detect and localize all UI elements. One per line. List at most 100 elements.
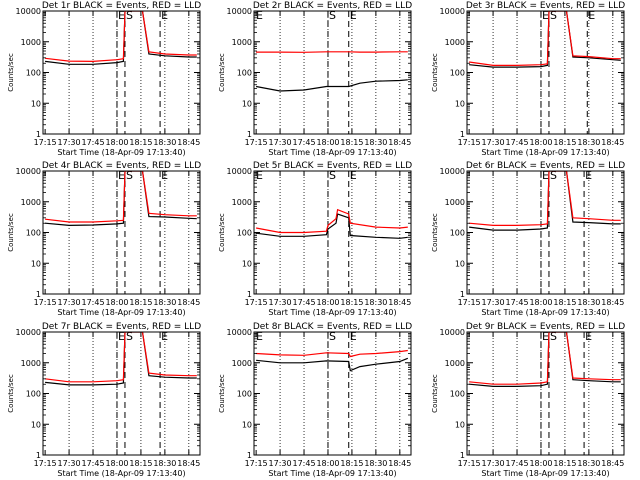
x-tick-label: 18:30 (364, 138, 387, 147)
x-tick-label: 17:45 (292, 298, 315, 307)
y-tick-label: 1000 (232, 198, 252, 207)
marker-label: S (550, 169, 557, 182)
series-line-events (45, 332, 197, 386)
y-tick-label: 10 (31, 99, 41, 108)
marker-label: E (542, 169, 549, 182)
x-tick-label: 18:00 (529, 459, 552, 468)
chart-title: Det 4r BLACK = Events, RED = LLD (42, 161, 201, 171)
y-tick-label: 1 (36, 451, 41, 460)
x-tick-label: 18:45 (601, 138, 624, 147)
y-tick-label: 10 (242, 420, 252, 429)
y-tick-label: 1000 (232, 38, 252, 47)
x-tick-label: 18:15 (553, 298, 576, 307)
series-line-lld (256, 51, 408, 53)
x-axis-label: Start Time (18-Apr-09 17:13:40) (57, 469, 185, 478)
chart-title: Det 9r BLACK = Events, RED = LLD (466, 322, 625, 332)
x-tick-label: 17:45 (81, 459, 104, 468)
x-tick-label: 18:00 (105, 459, 128, 468)
x-tick-label: 18:15 (129, 298, 152, 307)
y-tick-label: 100 (450, 390, 465, 399)
x-tick-label: 17:15 (458, 138, 481, 147)
y-tick-label: 1000 (21, 198, 41, 207)
x-tick-label: 18:15 (340, 138, 363, 147)
x-tick-label: 18:15 (340, 298, 363, 307)
chart-panel-7: Det 7r BLACK = Events, RED = LLDESE11010… (7, 322, 201, 478)
x-tick-label: 18:00 (105, 138, 128, 147)
y-tick-label: 1000 (445, 198, 465, 207)
y-tick-label: 10000 (227, 328, 252, 337)
y-axis-label: Counts/sec (431, 374, 439, 413)
marker-label: E (350, 9, 357, 22)
y-tick-label: 10000 (227, 7, 252, 16)
y-tick-label: 10000 (16, 328, 41, 337)
series-line-lld (45, 332, 197, 383)
x-tick-label: 17:30 (482, 459, 505, 468)
series-line-events (45, 171, 197, 227)
marker-label: E (118, 330, 125, 343)
x-tick-label: 17:30 (482, 138, 505, 147)
marker-label: S (126, 9, 133, 22)
x-tick-label: 17:45 (292, 459, 315, 468)
x-tick-label: 18:30 (577, 298, 600, 307)
chart-title: Det 1r BLACK = Events, RED = LLD (42, 1, 201, 11)
y-tick-label: 1000 (445, 38, 465, 47)
x-tick-label: 17:45 (81, 298, 104, 307)
marker-label: S (550, 330, 557, 343)
marker-label: E (256, 330, 263, 343)
chart-title: Det 7r BLACK = Events, RED = LLD (42, 322, 201, 332)
y-tick-label: 10000 (440, 7, 465, 16)
y-axis-label: Counts/sec (218, 374, 226, 413)
y-tick-label: 100 (237, 229, 252, 238)
x-tick-label: 17:15 (34, 298, 57, 307)
x-tick-label: 18:30 (577, 459, 600, 468)
chart-panel-9: Det 9r BLACK = Events, RED = LLDESE11010… (431, 322, 625, 478)
y-tick-label: 1 (247, 451, 252, 460)
marker-label: S (550, 9, 557, 22)
series-line-events (469, 11, 621, 68)
x-tick-label: 17:45 (505, 138, 528, 147)
x-tick-label: 17:30 (269, 459, 292, 468)
x-tick-label: 18:30 (153, 138, 176, 147)
chart-title: Det 8r BLACK = Events, RED = LLD (253, 322, 412, 332)
y-axis-label: Counts/sec (431, 213, 439, 252)
x-axis-label: Start Time (18-Apr-09 17:13:40) (481, 308, 609, 317)
y-axis-label: Counts/sec (218, 53, 226, 92)
series-line-events (256, 213, 408, 239)
y-tick-label: 1 (460, 290, 465, 299)
y-tick-label: 100 (26, 390, 41, 399)
marker-label: E (118, 9, 125, 22)
y-tick-label: 100 (26, 69, 41, 78)
x-tick-label: 18:30 (153, 459, 176, 468)
marker-label: E (118, 169, 125, 182)
series-line-events (469, 171, 621, 231)
x-axis-label: Start Time (18-Apr-09 17:13:40) (481, 469, 609, 478)
x-tick-label: 18:45 (177, 138, 200, 147)
y-tick-label: 1 (247, 290, 252, 299)
x-tick-label: 18:45 (601, 298, 624, 307)
y-tick-label: 1 (460, 130, 465, 139)
x-axis-label: Start Time (18-Apr-09 17:13:40) (481, 148, 609, 157)
y-tick-label: 10 (242, 259, 252, 268)
series-line-lld (469, 11, 621, 67)
y-tick-label: 1000 (232, 359, 252, 368)
chart-title: Det 5r BLACK = Events, RED = LLD (253, 161, 412, 171)
chart-panel-1: Det 1r BLACK = Events, RED = LLDESE11010… (7, 1, 201, 157)
x-tick-label: 17:15 (458, 459, 481, 468)
x-tick-label: 17:15 (245, 298, 268, 307)
chart-title: Det 3r BLACK = Events, RED = LLD (466, 1, 625, 11)
x-tick-label: 17:15 (245, 459, 268, 468)
x-tick-label: 17:30 (269, 298, 292, 307)
series-line-events (255, 79, 408, 92)
marker-label: S (126, 330, 133, 343)
chart-title: Det 6r BLACK = Events, RED = LLD (466, 161, 625, 171)
y-tick-label: 10 (31, 259, 41, 268)
y-axis-label: Counts/sec (7, 213, 15, 252)
series-line-lld (469, 332, 621, 385)
marker-label: S (329, 9, 336, 22)
series-line-events (45, 11, 197, 65)
marker-label: E (542, 330, 549, 343)
x-tick-label: 18:45 (388, 298, 411, 307)
y-tick-label: 10 (455, 99, 465, 108)
